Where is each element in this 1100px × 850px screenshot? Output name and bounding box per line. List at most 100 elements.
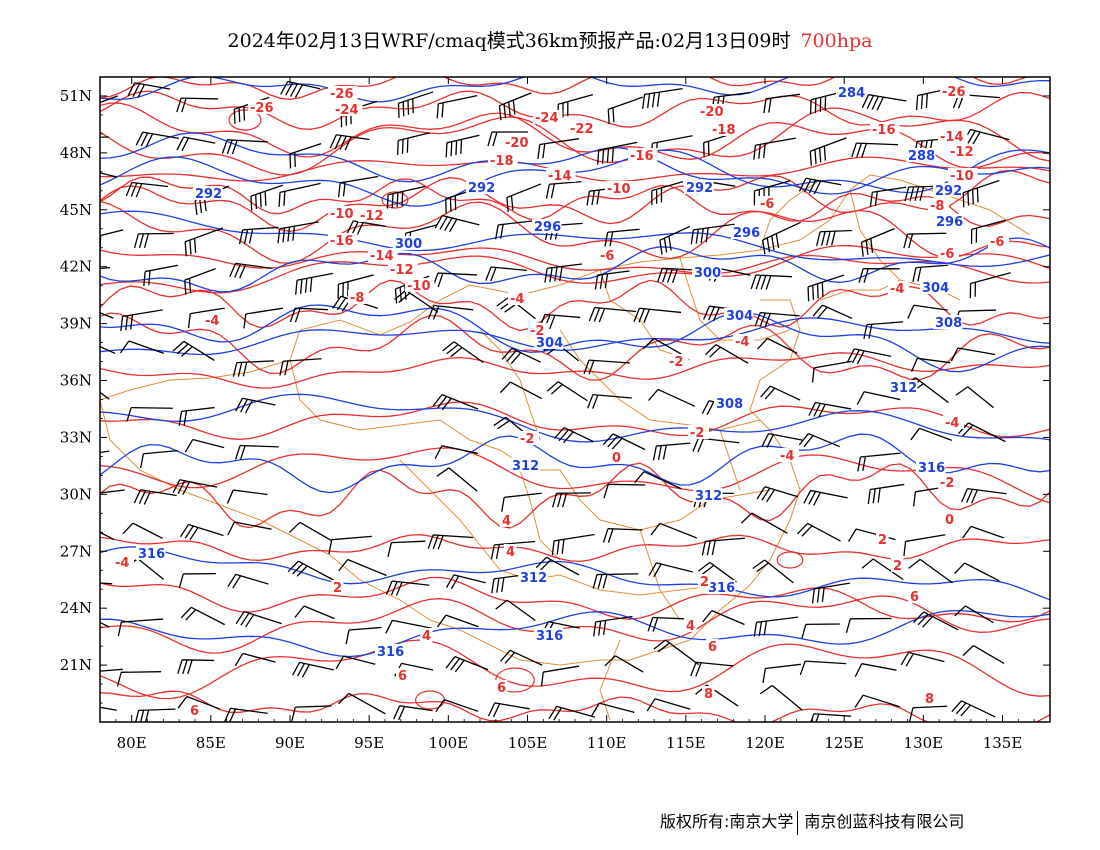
- contour-label-bg: [546, 168, 576, 182]
- contour-label-bg: [188, 703, 201, 717]
- wind-barb: [495, 220, 535, 240]
- wind-barb: [961, 487, 1007, 504]
- wind-barb: [753, 616, 798, 637]
- contour-label: 4: [502, 514, 511, 529]
- contour-label-bg: [714, 396, 744, 410]
- contour-label-bg: [534, 628, 564, 642]
- wind-barb: [243, 307, 284, 329]
- contour-label: 312: [512, 459, 539, 474]
- wind-barb: [798, 432, 840, 448]
- wind-barb: [234, 444, 279, 460]
- contour-label-bg: [358, 208, 388, 222]
- wind-barb: [386, 185, 426, 210]
- wind-barb: [500, 649, 543, 666]
- contour-label: -10: [407, 279, 431, 294]
- contour-label: 316: [536, 629, 563, 644]
- boundary-line: [289, 359, 441, 431]
- temperature-contour-loop: [381, 191, 409, 209]
- copyright-text: 版权所有:南京大学: [660, 812, 794, 831]
- wind-barb: [178, 573, 216, 589]
- wind-barb: [752, 559, 794, 584]
- contour-label-bg: [248, 100, 278, 114]
- wind-barb: [289, 143, 322, 169]
- wind-barb: [436, 467, 478, 492]
- contour-label-bg: [508, 291, 529, 305]
- contour-label-bg: [688, 425, 709, 439]
- contour-label-bg: [113, 555, 134, 569]
- wind-barb: [279, 358, 322, 376]
- contour-label-bg: [628, 148, 658, 162]
- wind-barb: [117, 618, 164, 637]
- wind-barb: [187, 307, 225, 329]
- wind-barb: [594, 270, 630, 290]
- wind-barb: [139, 449, 179, 469]
- wind-barb: [434, 214, 480, 233]
- wind-barb: [100, 668, 123, 674]
- contour-label: 2: [878, 533, 887, 548]
- wind-barb: [908, 558, 953, 584]
- wind-barb: [969, 272, 1011, 299]
- wind-barb: [753, 137, 796, 160]
- contour-label: 2: [893, 559, 902, 574]
- contour-label: -26: [330, 87, 354, 102]
- contour-label-bg: [888, 281, 909, 295]
- contour-label-bg: [908, 589, 921, 603]
- contour-label: 0: [612, 451, 621, 466]
- contour-label-bg: [503, 135, 533, 149]
- contour-label: 292: [468, 181, 495, 196]
- wind-barb: [697, 561, 737, 583]
- contour-label-bg: [933, 183, 963, 197]
- temperature-contour: [100, 352, 1050, 389]
- contour-label-bg: [933, 315, 963, 329]
- wind-barb: [436, 614, 479, 628]
- wind-barb: [812, 304, 853, 320]
- wind-barb: [499, 381, 543, 400]
- lon-tick-label: 115E: [666, 734, 706, 752]
- contour-label: 2: [700, 575, 709, 590]
- contour-label-bg: [938, 246, 959, 260]
- contour-label-bg: [528, 323, 549, 337]
- geopotential-contour: [100, 393, 1050, 443]
- contour-label: -12: [390, 263, 414, 278]
- wind-barb: [501, 492, 542, 512]
- geopotential-contour: [100, 132, 1050, 195]
- lon-tick-label: 110E: [587, 734, 627, 752]
- contour-label-bg: [405, 278, 435, 292]
- geopotential-contour: [100, 210, 1050, 268]
- contour-label: 292: [195, 187, 222, 202]
- wind-barb: [799, 660, 847, 676]
- contour-label-bg: [333, 102, 363, 116]
- contour-label-bg: [693, 488, 723, 502]
- wind-barb: [176, 97, 219, 113]
- contour-label: 316: [377, 645, 404, 660]
- wind-barb: [179, 523, 224, 541]
- contour-label-bg: [510, 458, 540, 472]
- contour-label: 6: [708, 640, 717, 655]
- contour-label-bg: [605, 181, 635, 195]
- contour-label: 4: [686, 619, 695, 634]
- contour-label: 304: [726, 309, 753, 324]
- contour-label: -20: [700, 105, 724, 120]
- wind-barb: [427, 534, 474, 550]
- wind-barb: [133, 232, 174, 249]
- temperature-contour: [100, 576, 1050, 623]
- contour-label-bg: [836, 85, 866, 99]
- wind-barb: [289, 307, 329, 323]
- wind-barb: [962, 644, 1005, 664]
- wind-barb: [445, 656, 489, 673]
- contour-label-bg: [598, 248, 619, 262]
- contour-label: -16: [872, 123, 896, 138]
- contour-label-bg: [940, 84, 970, 98]
- wind-barb: [337, 274, 374, 299]
- wind-barb: [603, 483, 646, 499]
- contour-label-bg: [193, 186, 223, 200]
- footer-divider: [797, 810, 799, 835]
- boundary-line: [100, 174, 1031, 401]
- wind-barb: [648, 562, 694, 578]
- contour-label-bg: [906, 148, 936, 162]
- wind-barb: [295, 272, 334, 295]
- wind-barb: [756, 486, 799, 503]
- contour-label: -4: [890, 282, 904, 297]
- wind-barb: [648, 388, 696, 407]
- contour-label: -20: [505, 136, 529, 151]
